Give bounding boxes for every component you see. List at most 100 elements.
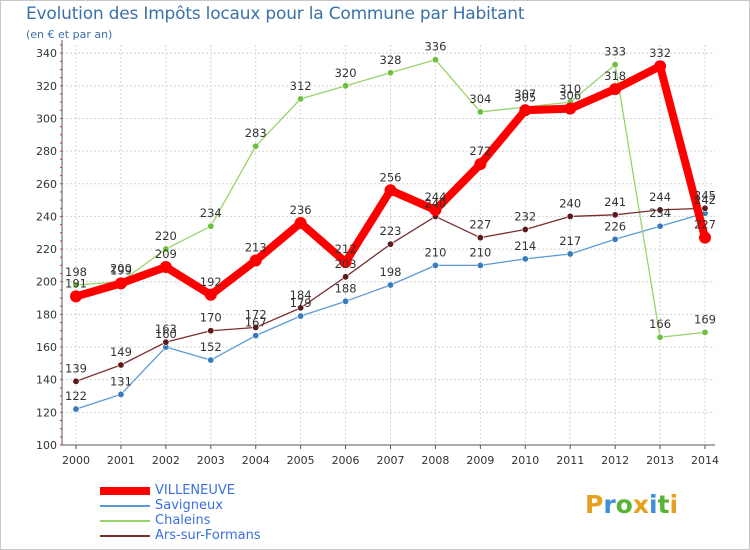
data-point-savigneux xyxy=(117,390,125,398)
data-label-villeneuve: 191 xyxy=(65,276,87,290)
x-tick-label: 2002 xyxy=(152,454,180,467)
data-point-chaleins xyxy=(342,82,350,90)
y-tick-label: 260 xyxy=(36,178,57,191)
y-tick-label: 100 xyxy=(36,439,57,452)
data-label-ars-sur-formans: 245 xyxy=(694,188,716,202)
data-label-ars-sur-formans: 240 xyxy=(424,196,446,210)
data-label-chaleins: 166 xyxy=(649,317,671,331)
brand-letter: i xyxy=(649,490,658,519)
data-point-ars-sur-formans xyxy=(701,204,709,212)
data-label-savigneux: 188 xyxy=(335,281,357,295)
data-point-villeneuve xyxy=(339,256,352,269)
data-point-villeneuve xyxy=(429,203,442,216)
x-tick-label: 2003 xyxy=(197,454,225,467)
data-label-villeneuve: 213 xyxy=(245,241,267,255)
legend-item-ars-sur-formans: Ars-sur-Formans xyxy=(100,528,320,544)
data-label-ars-sur-formans: 223 xyxy=(380,224,402,238)
legend-item-savigneux: Savigneux xyxy=(100,498,320,514)
data-point-villeneuve xyxy=(384,184,397,197)
data-point-ars-sur-formans xyxy=(476,234,484,242)
data-point-savigneux xyxy=(656,222,664,230)
y-tick-label: 320 xyxy=(36,80,57,93)
data-point-ars-sur-formans xyxy=(386,240,394,248)
data-label-chaleins: 283 xyxy=(245,126,267,140)
data-label-savigneux: 152 xyxy=(200,340,222,354)
data-label-chaleins: 198 xyxy=(65,265,87,279)
data-point-villeneuve xyxy=(609,83,622,96)
data-point-savigneux xyxy=(431,261,439,269)
data-point-savigneux xyxy=(566,250,574,258)
data-point-chaleins xyxy=(297,95,305,103)
y-tick-label: 300 xyxy=(36,112,57,125)
data-label-chaleins: 320 xyxy=(335,66,357,80)
brand-logo: Proxiti xyxy=(585,490,678,519)
data-label-ars-sur-formans: 139 xyxy=(65,361,87,375)
data-label-villeneuve: 199 xyxy=(110,263,132,277)
data-label-savigneux: 198 xyxy=(380,265,402,279)
data-label-savigneux: 210 xyxy=(469,245,491,259)
data-label-villeneuve: 272 xyxy=(469,144,491,158)
data-label-ars-sur-formans: 227 xyxy=(469,218,491,232)
data-label-savigneux: 226 xyxy=(604,219,626,233)
data-label-savigneux: 122 xyxy=(65,389,87,403)
data-point-chaleins xyxy=(207,222,215,230)
y-tick-label: 240 xyxy=(36,210,57,223)
data-label-ars-sur-formans: 172 xyxy=(245,307,267,321)
x-tick-label: 2007 xyxy=(377,454,405,467)
data-point-savigneux xyxy=(611,235,619,243)
legend-label: Ars-sur-Formans xyxy=(155,528,261,543)
data-point-villeneuve xyxy=(159,261,172,274)
data-point-chaleins xyxy=(476,108,484,116)
data-point-villeneuve xyxy=(114,277,127,290)
legend-swatch xyxy=(100,535,150,537)
data-point-chaleins xyxy=(611,61,619,69)
chart-title: Evolution des Impôts locaux pour la Comm… xyxy=(26,4,525,24)
x-tick-label: 2012 xyxy=(601,454,629,467)
x-tick-label: 2009 xyxy=(466,454,494,467)
legend-label: Savigneux xyxy=(155,498,223,513)
data-label-villeneuve: 306 xyxy=(559,89,581,103)
data-point-savigneux xyxy=(521,255,529,263)
data-label-savigneux: 217 xyxy=(559,234,581,248)
data-label-savigneux: 160 xyxy=(155,327,177,341)
x-tick-label: 2000 xyxy=(62,454,90,467)
data-point-chaleins xyxy=(252,142,260,150)
y-tick-label: 140 xyxy=(36,374,57,387)
data-point-ars-sur-formans xyxy=(252,323,260,331)
legend-item-chaleins: Chaleins xyxy=(100,513,320,529)
x-tick-label: 2010 xyxy=(511,454,539,467)
data-label-chaleins: 234 xyxy=(200,206,222,220)
data-label-chaleins: 307 xyxy=(514,87,536,101)
legend-swatch xyxy=(100,520,150,522)
y-tick-label: 200 xyxy=(36,276,57,289)
data-label-chaleins: 336 xyxy=(424,40,446,54)
data-point-chaleins xyxy=(431,56,439,64)
data-point-villeneuve xyxy=(519,104,532,117)
data-label-villeneuve: 256 xyxy=(380,170,402,184)
data-point-villeneuve xyxy=(699,231,711,244)
data-label-ars-sur-formans: 232 xyxy=(514,209,536,223)
brand-letter: o xyxy=(615,490,633,519)
y-tick-label: 120 xyxy=(36,406,57,419)
data-label-chaleins: 328 xyxy=(380,53,402,67)
data-point-savigneux xyxy=(342,297,350,305)
data-point-ars-sur-formans xyxy=(72,377,80,385)
data-label-villeneuve: 332 xyxy=(649,46,671,60)
data-label-ars-sur-formans: 241 xyxy=(604,195,626,209)
data-label-chaleins: 312 xyxy=(290,79,312,93)
data-label-savigneux: 210 xyxy=(424,245,446,259)
data-label-villeneuve: 212 xyxy=(335,242,357,256)
data-point-ars-sur-formans xyxy=(521,225,529,233)
y-tick-label: 340 xyxy=(36,47,57,60)
data-point-ars-sur-formans xyxy=(162,338,170,346)
data-point-villeneuve xyxy=(204,288,217,301)
brand-letter: P xyxy=(585,490,604,519)
data-label-savigneux: 234 xyxy=(649,206,671,220)
data-label-ars-sur-formans: 203 xyxy=(335,257,357,271)
brand-letter: i xyxy=(669,490,679,519)
x-tick-label: 2006 xyxy=(332,454,360,467)
data-label-chaleins: 200 xyxy=(110,262,132,276)
data-label-ars-sur-formans: 240 xyxy=(559,196,581,210)
data-point-villeneuve xyxy=(654,60,667,73)
